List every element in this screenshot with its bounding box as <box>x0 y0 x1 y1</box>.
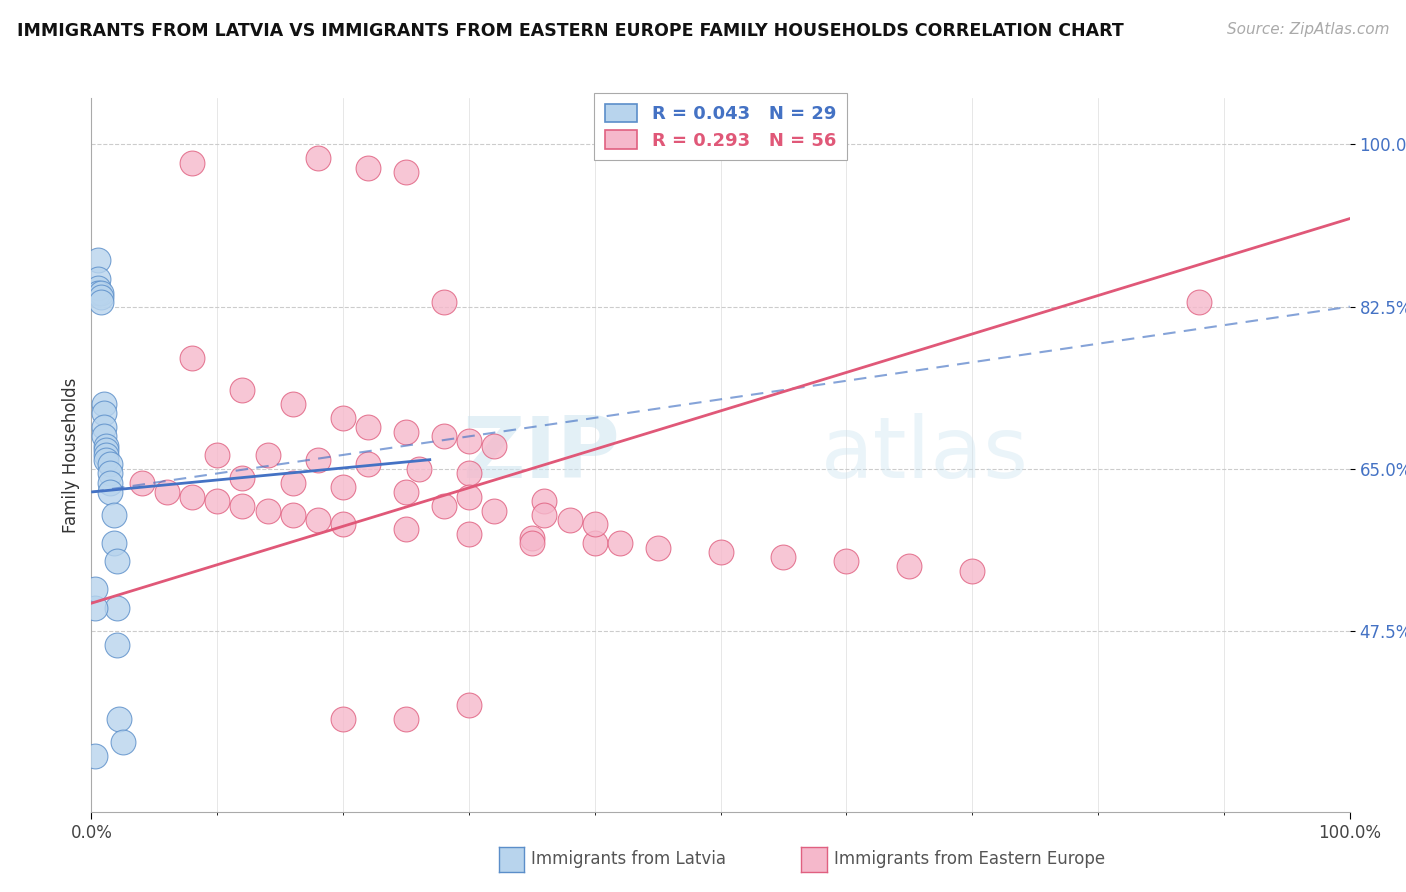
Text: Immigrants from Latvia: Immigrants from Latvia <box>531 850 727 868</box>
Point <box>93 420 115 434</box>
Point <box>96 452 118 467</box>
Point <box>533 508 555 523</box>
Point <box>457 434 479 448</box>
Point <box>772 549 794 564</box>
Point <box>105 600 128 615</box>
Point <box>86 253 108 268</box>
Point <box>433 499 456 513</box>
Point <box>357 420 380 434</box>
Point <box>533 494 555 508</box>
Legend: R = 0.043   N = 29, R = 0.293   N = 56: R = 0.043 N = 29, R = 0.293 N = 56 <box>595 93 846 161</box>
Point <box>709 545 731 559</box>
Point <box>433 295 456 310</box>
Point <box>520 536 543 550</box>
Point <box>609 536 631 550</box>
Text: ZIP: ZIP <box>463 413 620 497</box>
Point <box>93 406 115 420</box>
Point <box>281 397 304 411</box>
Point <box>307 452 329 467</box>
Point <box>90 285 112 300</box>
Point <box>256 448 278 462</box>
Point <box>583 517 606 532</box>
Point <box>520 532 543 546</box>
Point <box>1188 295 1211 310</box>
Point <box>332 410 354 425</box>
Point <box>86 281 108 295</box>
Point <box>457 467 479 481</box>
Point <box>90 290 112 304</box>
Point <box>98 475 121 490</box>
Point <box>281 508 304 523</box>
Point <box>457 698 479 713</box>
Point <box>93 397 115 411</box>
Point <box>98 467 121 481</box>
Text: Immigrants from Eastern Europe: Immigrants from Eastern Europe <box>834 850 1105 868</box>
Point <box>408 462 430 476</box>
Point <box>231 499 253 513</box>
Point <box>332 480 354 494</box>
Point <box>395 712 418 726</box>
Point <box>98 485 121 500</box>
Point <box>647 541 669 555</box>
Text: Source: ZipAtlas.com: Source: ZipAtlas.com <box>1226 22 1389 37</box>
Point <box>105 554 128 568</box>
Point <box>332 712 354 726</box>
Point <box>93 429 115 443</box>
Point <box>103 536 125 550</box>
Point <box>962 564 984 578</box>
Point <box>231 383 253 397</box>
Point <box>395 522 418 536</box>
Point <box>181 490 204 504</box>
Point <box>181 351 204 365</box>
Point <box>332 517 354 532</box>
Point <box>395 485 418 500</box>
Point <box>482 503 505 517</box>
Point <box>98 457 121 471</box>
Point <box>111 735 134 749</box>
Point <box>395 425 418 439</box>
Point <box>433 429 456 443</box>
Y-axis label: Family Households: Family Households <box>62 377 80 533</box>
Point <box>583 536 606 550</box>
Point <box>181 156 204 170</box>
Point <box>103 508 125 523</box>
Point <box>131 475 153 490</box>
Point <box>457 490 479 504</box>
Text: IMMIGRANTS FROM LATVIA VS IMMIGRANTS FROM EASTERN EUROPE FAMILY HOUSEHOLDS CORRE: IMMIGRANTS FROM LATVIA VS IMMIGRANTS FRO… <box>17 22 1123 40</box>
Point <box>86 285 108 300</box>
Point <box>84 600 107 615</box>
Text: atlas: atlas <box>821 413 1029 497</box>
Point <box>205 448 228 462</box>
Point <box>96 439 118 453</box>
Point <box>205 494 228 508</box>
Point <box>395 165 418 179</box>
Point <box>156 485 179 500</box>
Point <box>281 475 304 490</box>
Point <box>105 638 128 652</box>
Point <box>96 443 118 458</box>
Point <box>256 503 278 517</box>
Point <box>898 559 921 574</box>
Point <box>307 152 329 166</box>
Point <box>108 712 131 726</box>
Point <box>357 161 380 175</box>
Point <box>457 526 479 541</box>
Point <box>835 554 858 568</box>
Point <box>86 272 108 286</box>
Point <box>482 439 505 453</box>
Point <box>84 749 107 764</box>
Point <box>307 513 329 527</box>
Point <box>90 295 112 310</box>
Point <box>84 582 107 597</box>
Point <box>558 513 581 527</box>
Point <box>357 457 380 471</box>
Point <box>96 448 118 462</box>
Point <box>231 471 253 485</box>
